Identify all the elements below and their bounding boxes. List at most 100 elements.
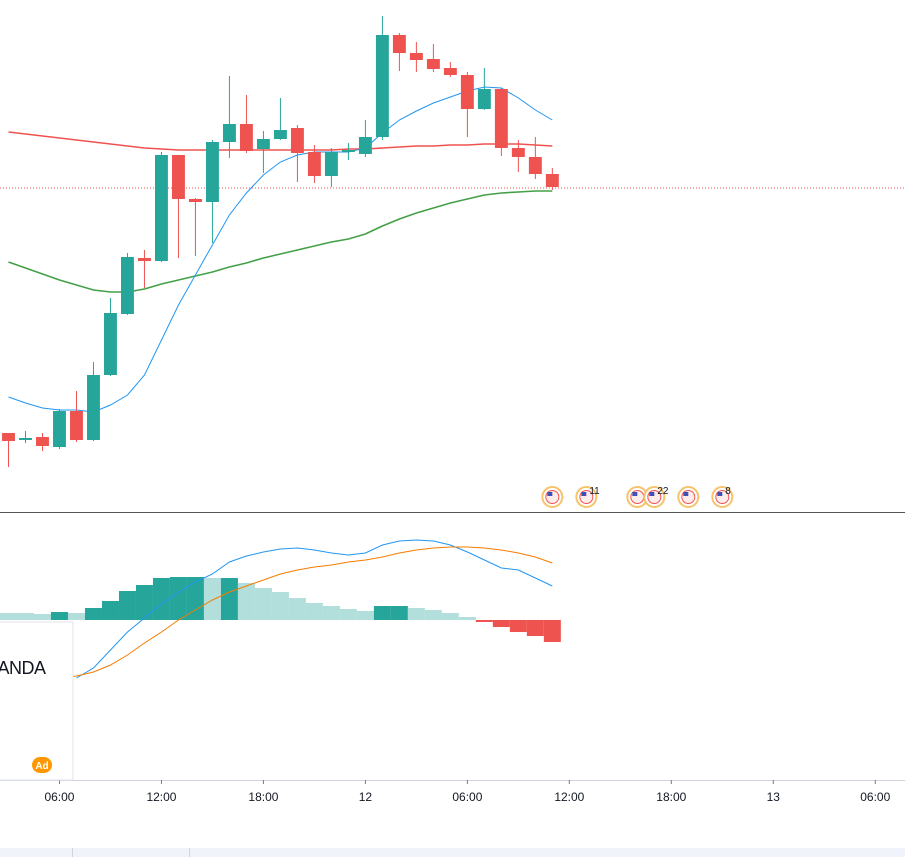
candle-body [443, 68, 457, 75]
ad-badge-bg [32, 757, 52, 773]
pane: 11 22 8 [0, 16, 905, 508]
event-flag-canton [581, 492, 587, 496]
ad-badge: Ad [35, 761, 48, 772]
candle-body [19, 438, 32, 440]
indicator-line [59, 546, 553, 679]
candle-body [392, 35, 406, 53]
candle-body [358, 137, 372, 154]
histogram-bar [492, 620, 510, 627]
candle-body [545, 174, 559, 187]
event-flag-canton [717, 492, 723, 496]
candle-body [104, 313, 117, 375]
histogram-bar [152, 578, 170, 620]
event-count: 8 [725, 486, 731, 497]
indicator-line [8, 190, 553, 293]
event-icon[interactable] [677, 486, 700, 508]
ad-clip: OANDA [0, 658, 47, 678]
candle-body [36, 437, 49, 446]
candle-body [324, 152, 338, 176]
x-tick-label: 12 [359, 790, 373, 804]
histogram-bar [441, 613, 459, 620]
candle-body [528, 157, 542, 174]
histogram-bar [254, 588, 272, 620]
candle-body [426, 59, 440, 69]
candle-body [87, 375, 100, 440]
histogram-bar [271, 592, 289, 620]
histogram-bar [305, 603, 323, 620]
candle-body [477, 89, 491, 109]
event-flag-canton [683, 492, 689, 496]
histogram-bar [356, 611, 374, 620]
x-tick-label: 06:00 [44, 790, 74, 804]
candle-body [188, 199, 202, 202]
candle-body [205, 142, 219, 202]
indicator-line [76, 539, 553, 679]
histogram-bar [526, 620, 544, 636]
histogram-bar [373, 606, 391, 620]
x-tick-label: 06:00 [452, 790, 482, 804]
ad-box[interactable]: OANDA Ad [0, 621, 74, 781]
candle-body [239, 124, 253, 151]
histogram-bar [543, 620, 561, 642]
histogram-bar [186, 577, 204, 620]
bottom-toolbar [0, 848, 905, 857]
histogram-bar [475, 620, 493, 622]
candle-body [409, 53, 423, 60]
histogram-bar [118, 591, 136, 620]
histogram-bar [101, 601, 119, 620]
x-tick-label: 12:00 [554, 790, 584, 804]
candle-body [290, 128, 304, 153]
ad-brand: OANDA [0, 658, 46, 678]
histogram-bar [16, 613, 34, 620]
x-tick-label: 12:00 [146, 790, 176, 804]
histogram-bar [33, 614, 51, 620]
event-flag-canton [632, 492, 638, 496]
histogram-bar [407, 608, 425, 620]
histogram-bar [135, 585, 153, 620]
candle-body [53, 411, 66, 447]
candle-body [460, 75, 474, 109]
x-tick-label: 18:00 [248, 790, 278, 804]
histogram-bar [169, 577, 187, 620]
histogram-bar [288, 598, 306, 620]
candle-body [222, 124, 236, 142]
histogram-bar [237, 583, 255, 620]
event-icon[interactable]: 11 [575, 486, 600, 508]
histogram-bar [67, 613, 85, 620]
candle-body [511, 148, 525, 157]
candle-body [2, 433, 15, 441]
event-icon[interactable] [541, 486, 564, 508]
candle-body [154, 155, 168, 261]
histogram-bar [203, 578, 221, 620]
candle-body [494, 89, 508, 148]
candle-body [307, 152, 321, 176]
histogram-bar [84, 608, 102, 620]
candle-body [70, 411, 83, 440]
x-tick-label: 13 [767, 790, 781, 804]
candle-body [121, 257, 134, 314]
event-flag-canton [649, 492, 655, 496]
ad-frame [0, 621, 74, 781]
candle-body [375, 35, 389, 137]
pane [0, 539, 561, 679]
histogram-bar [390, 606, 408, 620]
candle-body [273, 130, 287, 139]
event-icon[interactable]: 8 [711, 486, 734, 508]
event-flag-canton [547, 492, 553, 496]
event-icon[interactable]: 22 [643, 486, 669, 508]
histogram-bar [220, 578, 238, 620]
indicator-line [8, 131, 553, 151]
event-count: 11 [589, 486, 600, 497]
candle-body [341, 150, 355, 152]
histogram-bar [424, 610, 442, 620]
candle-body [171, 155, 185, 199]
histogram-bar [322, 606, 340, 620]
histogram-bar [509, 620, 527, 632]
histogram-bar [50, 612, 68, 620]
histogram-bar [458, 617, 476, 620]
candle-body [138, 258, 151, 261]
histogram-bar [339, 609, 357, 620]
